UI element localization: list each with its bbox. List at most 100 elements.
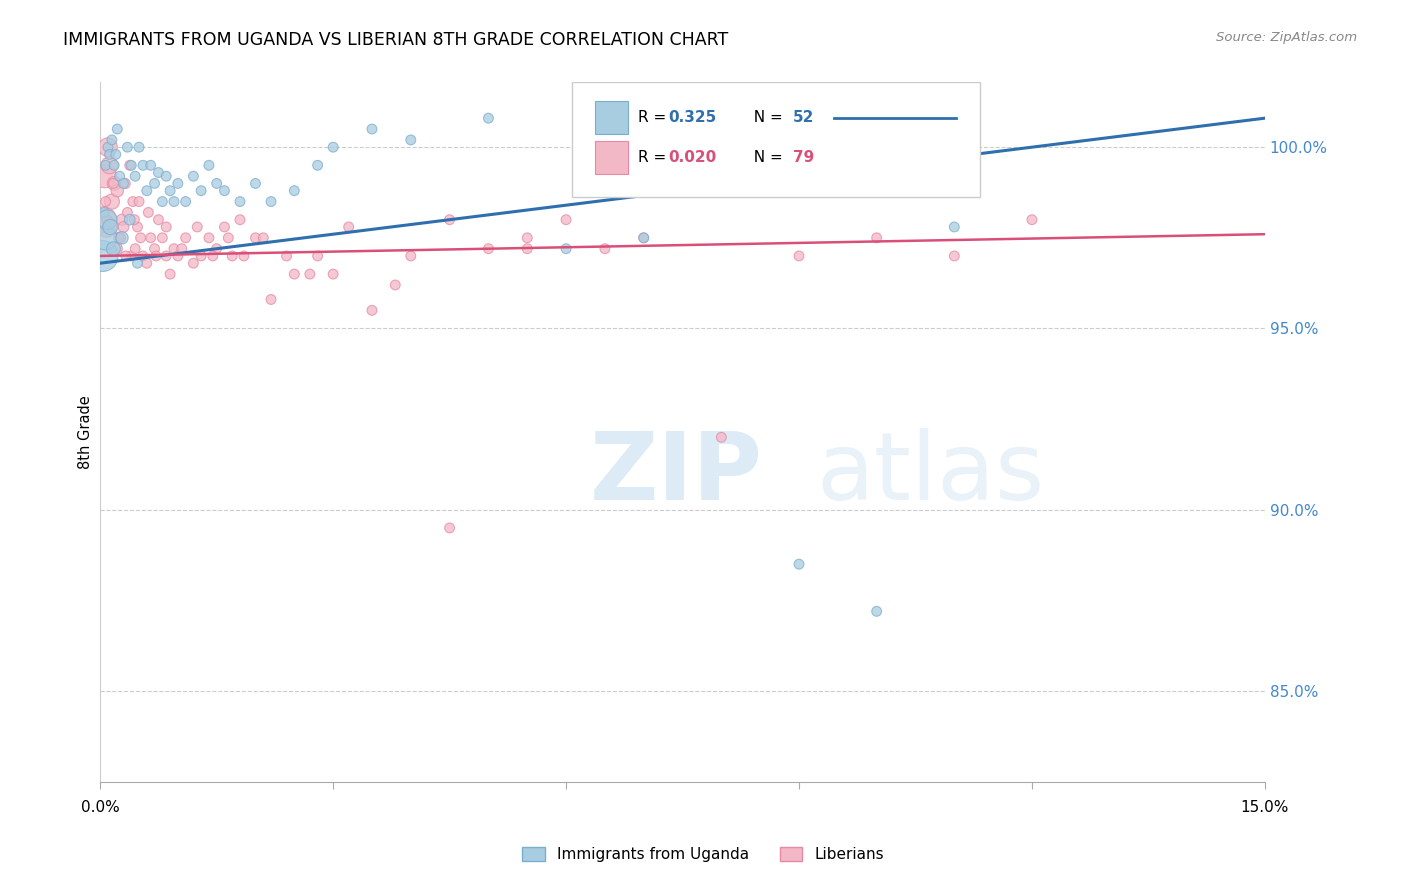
Point — [307, 158, 329, 172]
Point — [298, 267, 321, 281]
Point — [98, 147, 121, 161]
Point — [98, 219, 121, 234]
Point — [138, 205, 160, 219]
Point — [96, 212, 118, 227]
Point — [105, 184, 128, 198]
Point — [100, 242, 122, 256]
FancyBboxPatch shape — [572, 82, 980, 197]
Point — [104, 242, 127, 256]
Point — [205, 242, 228, 256]
Point — [101, 194, 124, 209]
Point — [121, 194, 143, 209]
Text: atlas: atlas — [817, 428, 1045, 520]
Point — [245, 177, 267, 191]
Point — [118, 158, 141, 172]
Point — [307, 249, 329, 263]
Point — [170, 242, 193, 256]
Text: 15.0%: 15.0% — [1240, 800, 1289, 815]
Point — [128, 140, 150, 154]
Point — [205, 177, 228, 191]
Point — [439, 212, 461, 227]
Point — [943, 249, 966, 263]
Point — [322, 267, 344, 281]
Point — [120, 249, 142, 263]
Point — [103, 177, 125, 191]
Point — [124, 242, 146, 256]
Point — [135, 256, 157, 270]
Point — [101, 133, 124, 147]
Point — [229, 212, 252, 227]
Point — [633, 231, 655, 245]
Point — [132, 158, 155, 172]
Text: Source: ZipAtlas.com: Source: ZipAtlas.com — [1216, 31, 1357, 45]
Point — [155, 219, 177, 234]
Text: 52: 52 — [793, 110, 814, 125]
Point — [97, 140, 120, 154]
Point — [163, 242, 186, 256]
Point — [104, 147, 127, 161]
Point — [555, 212, 578, 227]
Point — [94, 194, 117, 209]
Point — [477, 242, 499, 256]
Point — [174, 194, 197, 209]
Point — [710, 430, 733, 444]
Point — [103, 242, 125, 256]
Point — [98, 158, 121, 172]
Point — [232, 249, 254, 263]
Bar — [595, 141, 628, 174]
Point — [139, 231, 162, 245]
Point — [103, 158, 125, 172]
Point — [217, 231, 239, 245]
Point — [124, 212, 146, 227]
Point — [201, 249, 224, 263]
Legend: Immigrants from Uganda, Liberians: Immigrants from Uganda, Liberians — [516, 841, 890, 868]
Point — [166, 249, 188, 263]
Point — [128, 194, 150, 209]
Point — [361, 303, 384, 318]
Point — [132, 249, 155, 263]
Point — [399, 249, 422, 263]
Point — [322, 140, 344, 154]
Point — [129, 231, 152, 245]
Point — [94, 169, 117, 184]
Point — [186, 219, 208, 234]
Point — [214, 184, 236, 198]
Point — [166, 177, 188, 191]
Point — [787, 558, 810, 572]
Point — [96, 219, 118, 234]
Point — [190, 184, 212, 198]
Text: R =: R = — [638, 110, 672, 125]
Point — [787, 249, 810, 263]
Point — [593, 242, 616, 256]
Point — [127, 256, 149, 270]
Point — [108, 231, 131, 245]
Point — [214, 219, 236, 234]
Y-axis label: 8th Grade: 8th Grade — [79, 395, 93, 468]
Point — [112, 177, 135, 191]
Text: N =: N = — [744, 110, 787, 125]
Text: 79: 79 — [793, 150, 814, 165]
Point — [93, 205, 115, 219]
Point — [260, 293, 283, 307]
Point — [103, 177, 125, 191]
Point — [143, 177, 166, 191]
Point — [229, 194, 252, 209]
Point — [135, 184, 157, 198]
Point — [174, 231, 197, 245]
Point — [283, 184, 305, 198]
Point — [1021, 212, 1043, 227]
Point — [198, 158, 221, 172]
Point — [183, 169, 205, 184]
Point — [145, 249, 167, 263]
Point — [633, 231, 655, 245]
Point — [91, 249, 114, 263]
Point — [114, 249, 136, 263]
Point — [111, 231, 134, 245]
Point — [127, 219, 149, 234]
Point — [516, 231, 538, 245]
Text: 0.325: 0.325 — [669, 110, 717, 125]
Point — [190, 249, 212, 263]
Point — [276, 249, 298, 263]
Point — [155, 169, 177, 184]
Text: 0.0%: 0.0% — [80, 800, 120, 815]
